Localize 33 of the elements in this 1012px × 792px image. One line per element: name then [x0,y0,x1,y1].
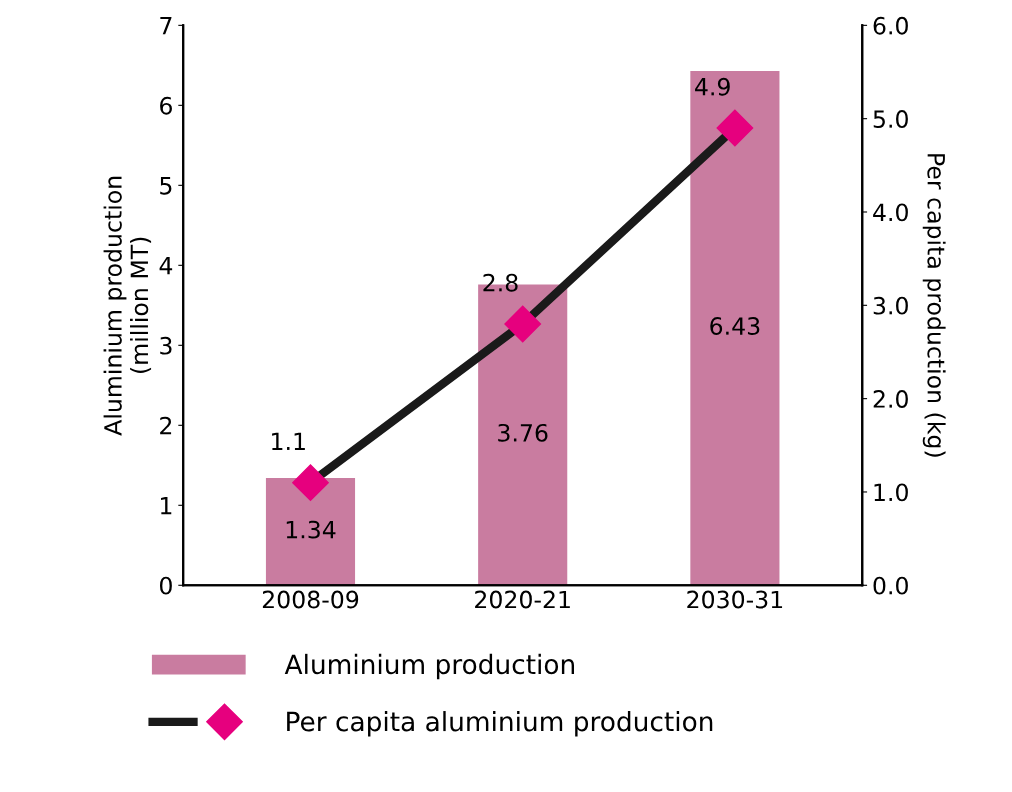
point [716,109,754,147]
y-tick-label: 1 [161,497,172,515]
y-tick-label: 4 [159,257,173,275]
data-label: 1.1 [272,432,305,450]
legend-label: Per capita aluminium production [287,711,713,737]
y2-tick-label: 6.0 [873,16,908,35]
data-label: 4.9 [695,77,730,96]
y2-tick-label: 5.0 [873,110,908,128]
y-tick-label: 6 [160,96,172,115]
y-tick-label: 3 [160,336,172,355]
y2-tick-label: 2.0 [873,390,908,408]
x-tick-label: 2008-09 [262,590,359,609]
x-tick-label: 2030-31 [687,590,783,609]
y2-tick-label: 0.0 [873,576,908,595]
bar [690,70,780,586]
y2-axis-title: Per capita production (kg) [922,154,946,457]
data-label: 6.43 [710,317,760,335]
y-tick-label: 5 [160,177,172,195]
y2-tick-label: 4.0 [873,203,908,222]
y-tick-label: 0 [159,576,172,595]
x-tick-label: 2020-21 [475,590,570,609]
y-tick-label: 7 [160,17,172,35]
y-axis-title: Aluminium production (million MT) [103,176,152,436]
y-tick-label: 2 [160,416,172,435]
y2-tick-label: 1.0 [874,483,908,502]
point [292,464,329,502]
data-label: 3.76 [498,423,548,442]
bar [265,478,356,586]
data-label: 1.34 [286,520,336,539]
data-label: 2.8 [483,273,518,292]
legend-label: Aluminium production [284,653,575,680]
point [504,305,542,343]
y2-tick-label: 3.0 [873,296,908,315]
